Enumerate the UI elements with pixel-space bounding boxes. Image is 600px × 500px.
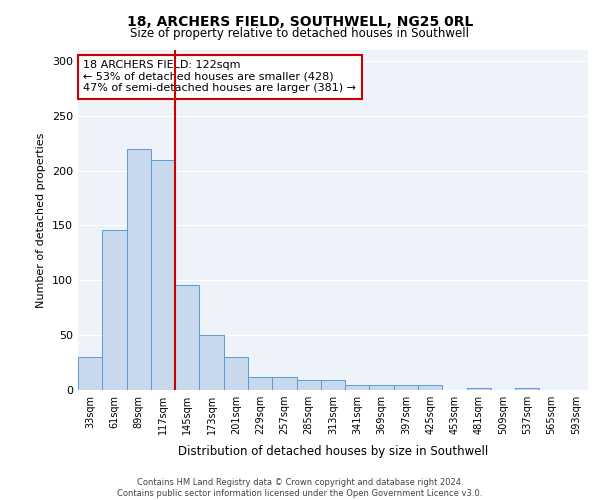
Bar [78, 357, 102, 390]
Bar [175, 284, 199, 390]
Bar [515, 388, 539, 390]
Text: 18 ARCHERS FIELD: 122sqm
← 53% of detached houses are smaller (428)
47% of semi-: 18 ARCHERS FIELD: 122sqm ← 53% of detach… [83, 60, 356, 94]
Bar [102, 230, 127, 390]
Bar [467, 388, 491, 390]
Bar [199, 335, 224, 390]
Bar [370, 384, 394, 390]
Y-axis label: Number of detached properties: Number of detached properties [37, 132, 46, 308]
Bar [418, 384, 442, 390]
Bar [151, 160, 175, 390]
Bar [345, 384, 370, 390]
Bar [272, 377, 296, 390]
Bar [321, 380, 345, 390]
Bar [248, 377, 272, 390]
Text: Contains HM Land Registry data © Crown copyright and database right 2024.
Contai: Contains HM Land Registry data © Crown c… [118, 478, 482, 498]
X-axis label: Distribution of detached houses by size in Southwell: Distribution of detached houses by size … [178, 446, 488, 458]
Bar [127, 148, 151, 390]
Text: 18, ARCHERS FIELD, SOUTHWELL, NG25 0RL: 18, ARCHERS FIELD, SOUTHWELL, NG25 0RL [127, 15, 473, 29]
Bar [296, 380, 321, 390]
Bar [224, 357, 248, 390]
Bar [394, 384, 418, 390]
Text: Size of property relative to detached houses in Southwell: Size of property relative to detached ho… [131, 28, 470, 40]
